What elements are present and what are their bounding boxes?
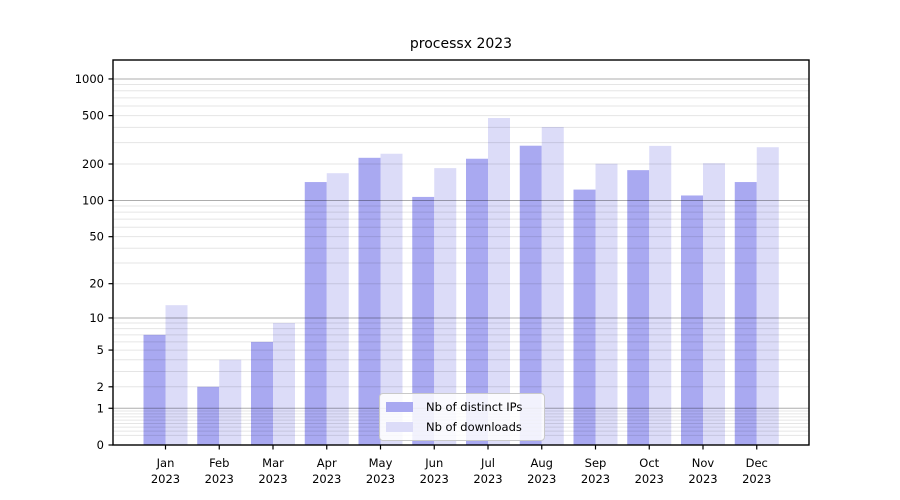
x-tick-label-month: Jun	[424, 456, 443, 470]
bar-ips-feb	[197, 386, 220, 445]
y-tick-label: 500	[82, 109, 104, 123]
bar-downloads-aug	[541, 127, 564, 446]
y-tick-label: 1000	[75, 72, 104, 86]
bar-downloads-may	[380, 153, 403, 446]
y-tick-label: 100	[82, 193, 104, 207]
x-tick-label-year: 2023	[420, 472, 449, 486]
x-tick-label-month: Jan	[156, 456, 175, 470]
x-tick-label-month: Feb	[209, 456, 229, 470]
x-tick-label-month: Sep	[585, 456, 607, 470]
x-tick-label-month: Mar	[262, 456, 284, 470]
x-tick-label-year: 2023	[635, 472, 664, 486]
legend-swatch-downloads	[386, 422, 413, 432]
y-tick-label: 20	[89, 277, 104, 291]
y-axis: 0 1 2 5 10 20 50 100 200 500 1000	[75, 72, 113, 452]
x-tick-label-year: 2023	[527, 472, 556, 486]
bar-downloads-jul	[488, 118, 510, 445]
bars-group	[143, 118, 779, 446]
x-tick-label-month: May	[369, 456, 393, 470]
legend-label-distinct-ips: Nb of distinct IPs	[426, 400, 523, 414]
chart-title: processx 2023	[409, 36, 513, 52]
x-tick-label-year: 2023	[258, 472, 287, 486]
y-tick-label: 0	[97, 438, 104, 452]
y-tick-label: 5	[97, 343, 104, 357]
bar-downloads-jan	[165, 305, 188, 445]
bar-downloads-mar	[273, 323, 295, 445]
legend-item-distinct-ips: Nb of distinct IPs	[386, 400, 536, 414]
x-axis: Jan 2023 Feb 2023 Mar 2023 Apr 2023 May 2023 Jun 20…	[151, 445, 771, 486]
legend: Nb of distinct IPs Nb of downloads	[379, 393, 545, 441]
plot-frame	[112, 59, 810, 446]
bar-ips-nov	[681, 195, 703, 445]
legend-item-downloads: Nb of downloads	[386, 420, 536, 434]
x-tick-label-year: 2023	[742, 472, 771, 486]
bar-ips-aug	[519, 145, 542, 445]
x-tick-label-month: Nov	[692, 456, 715, 470]
bar-ips-jan	[143, 334, 166, 445]
bar-ips-may	[358, 157, 381, 446]
x-tick-label-year: 2023	[312, 472, 341, 486]
y-tick-label: 2	[97, 380, 104, 394]
x-tick-label-year: 2023	[205, 472, 234, 486]
x-tick-label-year: 2023	[473, 472, 502, 486]
legend-label-downloads: Nb of downloads	[426, 420, 522, 434]
bar-ips-jun	[412, 196, 435, 445]
x-tick-label-year: 2023	[366, 472, 395, 486]
y-tick-label: 200	[82, 157, 104, 171]
bar-downloads-dec	[756, 147, 779, 445]
bar-downloads-jun	[434, 168, 457, 445]
y-tick-label: 1	[97, 401, 104, 415]
y-tick-label: 10	[89, 311, 104, 325]
bar-ips-apr	[304, 182, 327, 446]
bar-ips-dec	[734, 182, 757, 446]
bar-downloads-sep	[595, 163, 618, 445]
x-tick-label-year: 2023	[151, 472, 180, 486]
legend-swatch-distinct-ips	[386, 402, 413, 412]
x-tick-label-month: Apr	[317, 456, 337, 470]
bar-downloads-oct	[649, 145, 672, 445]
bar-downloads-apr	[326, 173, 349, 445]
bar-ips-mar	[251, 341, 273, 445]
x-tick-label-year: 2023	[581, 472, 610, 486]
bar-ips-jul	[466, 158, 488, 446]
x-tick-label-month: Oct	[639, 456, 659, 470]
x-tick-label-month: Aug	[531, 456, 553, 470]
x-tick-label-year: 2023	[688, 472, 717, 486]
bar-downloads-feb	[219, 359, 242, 445]
bar-ips-sep	[573, 189, 596, 445]
bar-downloads-nov	[703, 163, 725, 446]
bar-ips-oct	[627, 170, 650, 445]
y-tick-label: 50	[89, 230, 104, 244]
x-tick-label-month: Jul	[480, 456, 495, 470]
x-tick-label-month: Dec	[746, 456, 768, 470]
